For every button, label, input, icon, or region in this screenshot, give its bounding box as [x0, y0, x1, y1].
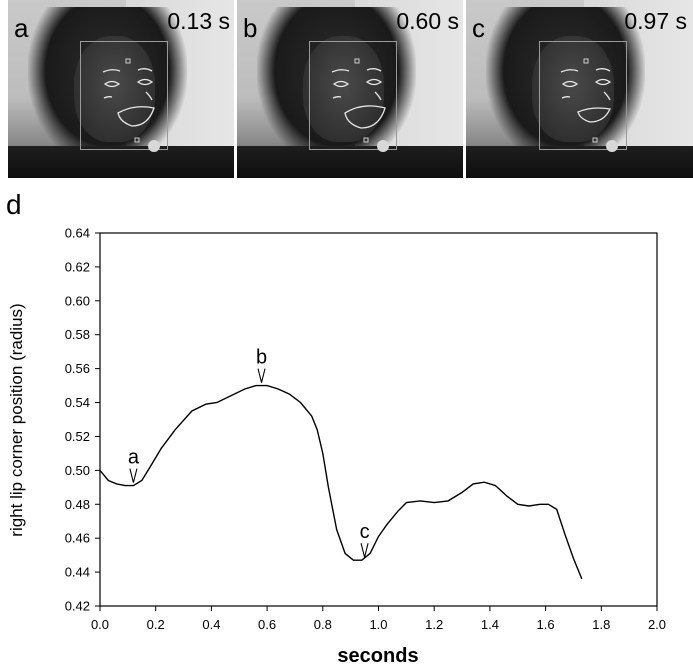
y-tick-label: 0.48 [65, 497, 90, 512]
frame-label: a [14, 13, 29, 43]
y-tick-label: 0.52 [65, 429, 90, 444]
y-tick-label: 0.42 [65, 599, 90, 614]
y-tick-label: 0.44 [65, 565, 90, 580]
shirt [8, 145, 234, 178]
y-tick-label: 0.64 [65, 226, 90, 241]
annotation-arrow [257, 368, 266, 383]
y-tick-label: 0.56 [65, 361, 90, 376]
lip-corner-chart: d 0.0 0.2 0.4 0.6 0.8 1.0 1.2 1.4 1.6 1.8 2.00.420… [6, 189, 666, 666]
x-tick-label: 1.0 [369, 617, 387, 632]
x-tick-label: 0.2 [147, 617, 165, 632]
panel-label-d: d [6, 189, 22, 220]
y-tick-label: 0.46 [65, 531, 90, 546]
video-frame-c: c 0.97 s [466, 0, 693, 178]
facial-feature-contours [331, 58, 389, 152]
facial-feature-contours [560, 58, 618, 152]
chart-annotations: a b c [128, 347, 370, 558]
video-frame-a: a 0.13 s [8, 0, 234, 178]
x-tick-label: 0.6 [258, 617, 276, 632]
face [302, 35, 384, 143]
frame-time: 0.13 s [167, 8, 230, 34]
y-tick-label: 0.58 [65, 327, 90, 342]
x-axis-label: seconds [337, 645, 418, 666]
y-tick-label: 0.62 [65, 259, 90, 274]
x-tick-label: 2.0 [648, 617, 666, 632]
annotation-label: a [128, 447, 140, 469]
y-tick-label: 0.50 [65, 463, 90, 478]
chart-ticks: 0.0 0.2 0.4 0.6 0.8 1.0 1.2 1.4 1.6 1.8 2.0 0.42 0.4… [65, 226, 666, 633]
x-tick-label: 0.0 [91, 617, 109, 632]
shirt [466, 145, 693, 178]
video-frame-b: b 0.60 s [237, 0, 463, 178]
frame-label: b [243, 13, 258, 43]
face [531, 35, 614, 143]
annotation-label: c [360, 521, 370, 543]
x-tick-label: 0.4 [202, 617, 220, 632]
annotation-arrow [129, 468, 138, 483]
annotation-label: b [256, 347, 267, 369]
x-tick-label: 1.4 [481, 617, 499, 632]
frame-label: c [472, 13, 485, 43]
x-tick-label: 1.6 [537, 617, 555, 632]
video-frames: a 0.13 s b 0.60 s [8, 0, 693, 178]
x-tick-label: 0.8 [314, 617, 332, 632]
series-line [99, 384, 583, 580]
facial-feature-contours [102, 58, 160, 152]
x-tick-label: 1.2 [425, 617, 443, 632]
shirt [237, 145, 463, 178]
annotation-arrow [360, 543, 369, 558]
frame-time: 0.97 s [624, 8, 687, 34]
face-tracking-box [309, 40, 398, 150]
face-tracking-box [80, 40, 169, 150]
y-tick-label: 0.54 [65, 395, 90, 410]
frame-time: 0.60 s [396, 8, 459, 34]
y-axis-label: right lip corner position (radius) [7, 303, 26, 536]
face-tracking-box [538, 40, 627, 150]
y-tick-label: 0.60 [65, 293, 90, 308]
x-tick-label: 1.8 [592, 617, 610, 632]
